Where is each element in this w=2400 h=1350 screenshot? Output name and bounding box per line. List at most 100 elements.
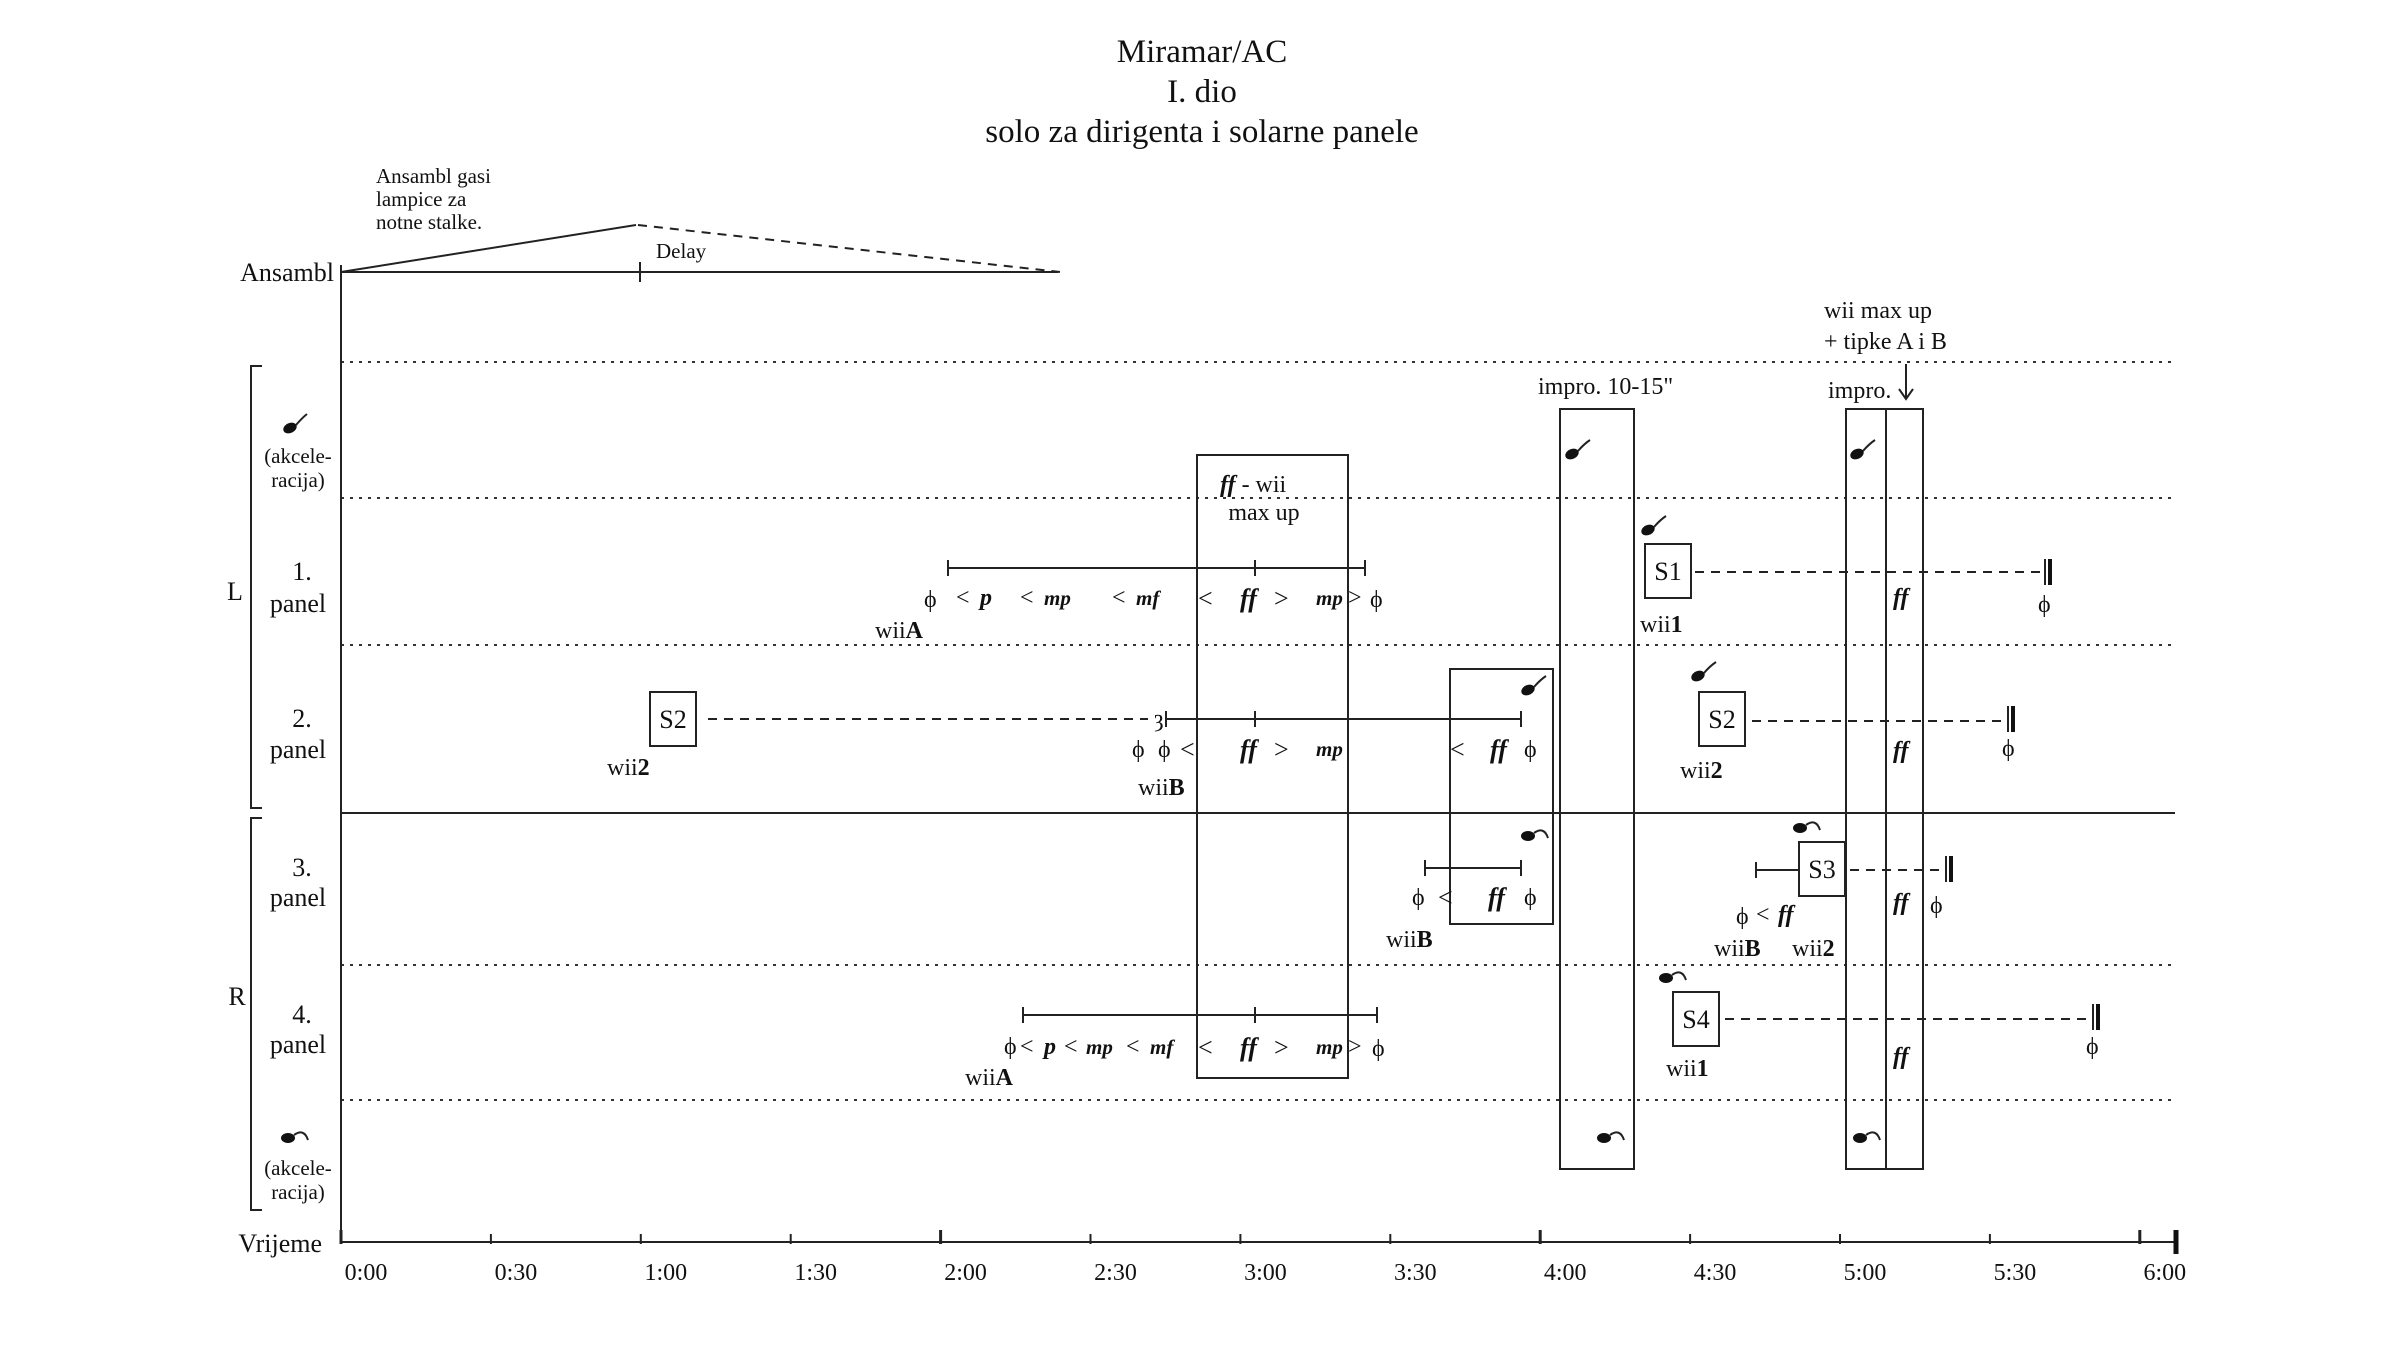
accel-bottom-line-2: racija) (271, 1180, 325, 1204)
p4-dyn-p: p (1042, 1034, 1056, 1060)
note-icon-s2 (1691, 661, 1717, 682)
tipke-label: + tipke A i B (1824, 329, 1947, 355)
axis-tick-label: 1:00 (644, 1260, 687, 1286)
box-S2-late-label: S2 (1708, 705, 1735, 734)
panel2-num: 2. (292, 704, 312, 733)
p2b-null: ϕ (1524, 737, 1537, 763)
down-arrow-icon (1898, 364, 1914, 401)
p4-dyn-mf: mf (1150, 1035, 1175, 1059)
s3-lt: < (1756, 902, 1770, 928)
p2b-lt: < (1450, 735, 1465, 764)
p1-ff-5min: ff (1893, 585, 1911, 611)
p3-ff-5min: ff (1893, 890, 1911, 916)
ensemble-label: Ansambl (240, 258, 334, 287)
p2-null-1: ϕ (1132, 737, 1145, 763)
box-S2-early-label: S2 (659, 705, 686, 734)
box-S1 (1644, 543, 1692, 599)
panel1-num: 1. (292, 557, 312, 586)
title-line-1: Miramar/AC (1117, 34, 1287, 70)
axis-tick-label: 6:00 (2143, 1260, 2186, 1286)
s3-dyn-ff: ff (1778, 902, 1796, 928)
wii2-early: wii2 (607, 755, 650, 781)
impro-10-15-label: impro. 10-15" (1538, 374, 1673, 400)
p4-dyn-mp-end: mp (1316, 1035, 1343, 1059)
note-icon-p2 (1521, 675, 1547, 696)
wiiA-p4: wiiA (965, 1065, 1014, 1091)
s3-null-1: ϕ (1736, 904, 1749, 930)
panel4-num: 4. (292, 1000, 312, 1029)
panel3-num: 3. (292, 853, 312, 882)
accel-top-line-2: racija) (271, 468, 325, 492)
panel4-word: panel (270, 1030, 326, 1059)
p2-dyn-ff: ff (1240, 735, 1259, 764)
axis-tick-label: 1:30 (794, 1260, 837, 1286)
p1-dyn-p: p (978, 585, 992, 611)
p3-null-1: ϕ (1412, 885, 1425, 911)
s3-null-2: ϕ (1930, 893, 1943, 919)
note-icon-s3 (1793, 821, 1821, 833)
box-S4-label: S4 (1682, 1005, 1709, 1034)
panel1-word: panel (270, 589, 326, 618)
p2b-dyn-ff: ff (1490, 735, 1509, 764)
p2-dyn-mp: mp (1316, 737, 1343, 761)
axis-tick-label: 5:00 (1844, 1260, 1887, 1286)
p2-gt: > (1274, 735, 1289, 764)
note-icon-5min-top (1850, 439, 1876, 460)
p1-null-start: ϕ (924, 587, 937, 613)
p2-rest: ȝ (1154, 706, 1163, 732)
note-icon-s1 (1641, 515, 1667, 536)
p1-lt-2: < (1020, 585, 1034, 611)
p1-lt-1: < (956, 585, 970, 611)
p4-dyn-mp: mp (1086, 1035, 1113, 1059)
ensemble-crescendo-line (340, 224, 637, 273)
panel3-word: panel (270, 883, 326, 912)
p4-lt-2: < (1064, 1034, 1078, 1060)
wii1-p1: wii1 (1640, 612, 1683, 638)
axis-tick-label: 0:00 (345, 1260, 388, 1286)
axis-tick-label: 4:30 (1694, 1260, 1737, 1286)
axis-ticks: 0:00 0:30 1:00 1:30 2:00 2:30 3:00 3:30 4:00 4:30… (339, 1230, 2186, 1286)
title-line-3: solo za dirigenta i solarne panele (985, 114, 1418, 150)
p3-null-2: ϕ (1524, 885, 1537, 911)
bracket-R (250, 817, 262, 1211)
p4-lt-4: < (1198, 1033, 1213, 1062)
p4-null-end: ϕ (1372, 1036, 1385, 1062)
p2-null-2: ϕ (1158, 737, 1171, 763)
delay-label: Delay (656, 239, 707, 263)
ensemble-delay-line (637, 224, 1061, 273)
p1-lt-3: < (1112, 585, 1126, 611)
wii2-p2: wii2 (1680, 758, 1723, 784)
p4-gt-2: > (1348, 1034, 1362, 1060)
axis-tick-label: 2:30 (1094, 1260, 1137, 1286)
wii2-p3: wii2 (1792, 936, 1835, 962)
p4-ff-5min: ff (1893, 1044, 1911, 1070)
impro-label: impro. (1828, 378, 1891, 404)
p3-lt: < (1438, 883, 1453, 912)
p4-lt-1: < (1020, 1034, 1034, 1060)
bracket-L (250, 365, 262, 809)
axis-tick-label: 0:30 (495, 1260, 538, 1286)
s2-null: ϕ (2002, 736, 2015, 762)
p1-lt-4: < (1198, 584, 1213, 613)
s4-null: ϕ (2086, 1034, 2099, 1060)
p1-dyn-ff: ff (1240, 584, 1259, 613)
box-S4 (1672, 991, 1720, 1047)
ensemble-note-3: notne stalke. (376, 210, 482, 234)
group-label-L: L (227, 577, 243, 606)
p1-dyn-mp: mp (1044, 586, 1071, 610)
p1-dyn-mf: mf (1136, 586, 1161, 610)
impro-5min-box-right (1885, 408, 1924, 1170)
ff-wii-line1: ff - wii (1220, 472, 1287, 498)
axis-tick-label: 3:00 (1244, 1260, 1287, 1286)
p1-null-end: ϕ (1370, 587, 1383, 613)
wiiB-p3-late: wiiB (1714, 936, 1761, 962)
box-S3-label: S3 (1808, 855, 1835, 884)
p1-dyn-mp-end: mp (1316, 586, 1343, 610)
impro-5min-box-left (1845, 408, 1887, 1170)
max-up-label: max up (1228, 500, 1299, 526)
ff-wii-max-up-box (1196, 454, 1349, 1079)
note-icon-impro-bottom (1597, 1131, 1625, 1143)
p1-gt-1: > (1274, 584, 1289, 613)
note-icon-s4 (1659, 971, 1687, 983)
